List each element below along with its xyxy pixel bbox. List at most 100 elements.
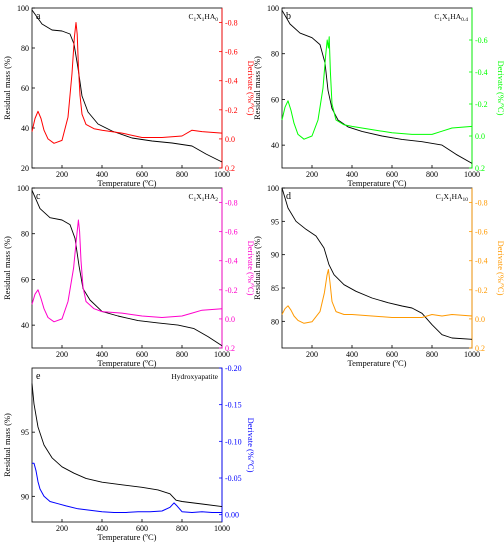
- x-tick-label: 800: [426, 350, 438, 359]
- y2-tick-label: 0.00: [225, 511, 239, 520]
- y-tick-label: 95: [21, 428, 29, 437]
- y-tick-label: 80: [271, 317, 279, 326]
- y2-tick-label: -0.15: [225, 401, 242, 410]
- derivative-curve: [281, 36, 473, 140]
- x-tick-label: 400: [346, 170, 358, 179]
- y-tick-label: 80: [21, 44, 29, 53]
- y2-tick-label: -0.2: [225, 106, 238, 115]
- y2-tick-label: -0.05: [225, 474, 242, 483]
- y2-tick-label: -0.2: [225, 286, 238, 295]
- y-tick-label: 100: [17, 184, 29, 193]
- y2-tick-label: -0.4: [475, 68, 488, 77]
- x-tick-label: 400: [96, 350, 108, 359]
- panel-letter: b: [286, 11, 291, 22]
- x-tick-label: 200: [56, 170, 68, 179]
- x-tick-label: 600: [136, 170, 148, 179]
- y2-tick-label: -0.2: [475, 286, 488, 295]
- y-tick-label: 80: [271, 50, 279, 59]
- y-tick-label: 40: [271, 141, 279, 150]
- y2-tick-label: -0.4: [225, 257, 238, 266]
- x-tick-label: 600: [136, 524, 148, 533]
- y-tick-label: 60: [21, 84, 29, 93]
- y2-tick-label: -0.10: [225, 437, 242, 446]
- x-axis-label: Temperature (ºC): [98, 532, 157, 542]
- x-axis-label: Temperature (ºC): [98, 178, 157, 188]
- y2-axis-label: Derivate (%/ºC): [496, 61, 504, 116]
- mass-curve: [281, 187, 473, 340]
- panel-c: 200 400 600 800 1000 40 60 80 100 0.2 0.0 -0.2 -0.4 -…: [2, 184, 256, 368]
- y-tick-label: 90: [21, 492, 29, 501]
- derivative-curve: [32, 462, 222, 513]
- y-tick-label: 80: [21, 230, 29, 239]
- y2-tick-label: 0.2: [475, 164, 485, 173]
- x-tick-label: 600: [136, 350, 148, 359]
- y2-tick-label: 0.0: [475, 315, 485, 324]
- y2-tick-label: -0.2: [475, 100, 488, 109]
- y2-axis-label: Derivate (%/ºC): [246, 61, 256, 116]
- x-tick-label: 400: [96, 170, 108, 179]
- y2-tick-label: -0.4: [475, 257, 488, 266]
- x-axis-label: Temperature (ºC): [348, 358, 407, 368]
- y-tick-label: 20: [21, 164, 29, 173]
- plot-frame: [281, 187, 473, 349]
- y-tick-label: 85: [271, 284, 279, 293]
- x-tick-label: 800: [176, 170, 188, 179]
- y-tick-label: 95: [271, 217, 279, 226]
- panel-b: 200 400 600 800 1000 40 60 80 100 0.2 0.0 -0.2 -0.4 -…: [252, 4, 504, 188]
- y2-tick-label: -0.8: [475, 199, 488, 208]
- y-tick-label: 100: [17, 4, 29, 13]
- x-tick-label: 800: [426, 170, 438, 179]
- x-tick-label: 1000: [214, 524, 230, 533]
- x-tick-label: 200: [56, 350, 68, 359]
- plot-frame: [281, 7, 473, 169]
- y-tick-label: 90: [271, 251, 279, 260]
- panel-letter: c: [36, 191, 41, 202]
- y-tick-label: 60: [21, 275, 29, 284]
- y-tick-label: 100: [267, 184, 279, 193]
- derivative-curve: [281, 269, 473, 324]
- y-axis-label: Residual mass (%): [252, 236, 262, 300]
- y2-tick-label: -0.6: [475, 36, 488, 45]
- y-tick-label: 40: [21, 321, 29, 330]
- y2-tick-label: -0.8: [225, 199, 238, 208]
- mass-curve: [281, 10, 473, 164]
- y2-tick-label: 0.2: [225, 344, 235, 353]
- x-tick-label: 200: [306, 170, 318, 179]
- y2-tick-label: -0.20: [225, 364, 242, 373]
- x-tick-label: 1000: [464, 350, 480, 359]
- y2-tick-label: -0.6: [225, 228, 238, 237]
- x-tick-label: 1000: [464, 170, 480, 179]
- panel-letter: d: [286, 191, 291, 202]
- x-axis-label: Temperature (ºC): [98, 358, 157, 368]
- sample-label: C1X1HA2: [188, 192, 218, 203]
- plot-frame: [31, 367, 223, 523]
- sample-label: C1X1HA0: [188, 12, 218, 23]
- x-axis-label: Temperature (ºC): [348, 178, 407, 188]
- panel-d: 200 400 600 800 1000 80 85 90 95 100 0.2 0.0 -0.2 -0.…: [252, 184, 504, 368]
- y-tick-label: 100: [267, 4, 279, 13]
- y2-tick-label: -0.8: [225, 19, 238, 28]
- x-tick-label: 200: [306, 350, 318, 359]
- y2-axis-label: Derivate (%/ºC): [246, 418, 256, 473]
- plot-frame: [31, 7, 223, 169]
- y2-tick-label: 0.0: [475, 132, 485, 141]
- y-axis-label: Residual mass (%): [2, 236, 12, 300]
- y-axis-label: Residual mass (%): [2, 413, 12, 477]
- plot-frame: [31, 187, 223, 349]
- y2-tick-label: -0.6: [475, 228, 488, 237]
- x-tick-label: 400: [346, 350, 358, 359]
- x-tick-label: 800: [176, 350, 188, 359]
- x-tick-label: 800: [176, 524, 188, 533]
- x-tick-label: 200: [56, 524, 68, 533]
- y-axis-label: Residual mass (%): [2, 56, 12, 120]
- y2-tick-label: 0.0: [225, 135, 235, 144]
- mass-curve: [31, 190, 223, 347]
- sample-label: C1X1HA10: [436, 192, 469, 203]
- panel-e: 200 400 600 800 1000 90 95 0.00 -0.05 -0.10 -0.15 -…: [2, 364, 256, 542]
- y2-tick-label: -0.4: [225, 77, 238, 86]
- derivative-curve: [31, 22, 223, 144]
- y2-axis-label: Derivate (%/ºC): [246, 241, 256, 296]
- panel-letter: a: [36, 11, 41, 22]
- x-tick-label: 1000: [214, 350, 230, 359]
